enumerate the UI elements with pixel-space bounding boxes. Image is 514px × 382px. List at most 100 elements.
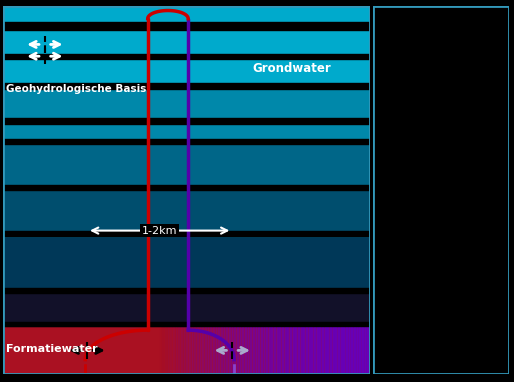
Bar	[248, 327, 251, 374]
Bar	[234, 327, 237, 374]
Bar	[330, 327, 334, 374]
Bar	[274, 327, 278, 374]
Text: Geohydrologische Basis: Geohydrologische Basis	[6, 84, 146, 94]
Bar	[3, 190, 370, 238]
Bar	[173, 327, 176, 374]
Bar	[359, 327, 363, 374]
Bar	[352, 327, 355, 374]
Bar	[3, 231, 370, 236]
Bar	[192, 327, 195, 374]
Bar	[365, 327, 368, 374]
Bar	[199, 327, 203, 374]
Bar	[3, 118, 370, 124]
Bar	[215, 327, 219, 374]
Bar	[301, 327, 304, 374]
Bar	[183, 327, 187, 374]
Bar	[285, 327, 288, 374]
Bar	[202, 327, 206, 374]
Bar	[208, 327, 211, 374]
Bar	[205, 327, 208, 374]
Bar	[210, 327, 214, 374]
Bar	[3, 327, 370, 374]
Bar	[197, 327, 200, 374]
Bar	[231, 327, 235, 374]
Text: K: K	[421, 334, 428, 344]
Bar	[271, 327, 275, 374]
Bar	[250, 327, 253, 374]
Bar	[293, 327, 296, 374]
Bar	[3, 142, 370, 190]
Bar	[349, 327, 352, 374]
Bar	[311, 327, 315, 374]
Bar	[3, 53, 370, 59]
Bar	[266, 327, 269, 374]
Bar	[277, 327, 280, 374]
Bar	[178, 327, 181, 374]
Bar	[317, 327, 320, 374]
Bar	[3, 238, 370, 293]
Bar	[3, 6, 370, 87]
Bar	[224, 327, 227, 374]
Bar	[186, 327, 190, 374]
Bar	[229, 327, 232, 374]
Bar	[176, 327, 179, 374]
Bar	[226, 327, 230, 374]
Text: Formatiewater: Formatiewater	[6, 344, 98, 354]
Bar	[346, 327, 350, 374]
Bar	[290, 327, 293, 374]
Bar	[181, 327, 185, 374]
Bar	[221, 327, 224, 374]
Bar	[3, 185, 370, 190]
Bar	[3, 87, 370, 142]
Text: 1-2km: 1-2km	[142, 226, 177, 236]
Bar	[245, 327, 248, 374]
Bar	[354, 327, 358, 374]
Bar	[258, 327, 262, 374]
Bar	[3, 83, 370, 89]
Bar	[306, 327, 309, 374]
Bar	[170, 327, 174, 374]
Bar	[3, 288, 370, 293]
Bar	[296, 327, 299, 374]
Bar	[261, 327, 264, 374]
Bar	[157, 327, 160, 374]
Text: Geothermische Gradient: Geothermische Gradient	[397, 142, 485, 238]
Bar	[338, 327, 341, 374]
Bar	[242, 327, 246, 374]
Text: Grondwater: Grondwater	[252, 62, 331, 75]
Bar	[165, 327, 168, 374]
Bar	[3, 139, 370, 144]
Bar	[320, 327, 323, 374]
Bar	[264, 327, 267, 374]
Bar	[213, 327, 216, 374]
Bar	[3, 290, 370, 327]
Bar	[255, 327, 259, 374]
Bar	[253, 327, 256, 374]
Bar	[3, 322, 370, 327]
Bar	[168, 327, 171, 374]
Bar	[162, 327, 166, 374]
Bar	[287, 327, 291, 374]
Bar	[333, 327, 336, 374]
Bar	[159, 327, 163, 374]
Bar	[314, 327, 318, 374]
Bar	[322, 327, 325, 374]
Bar	[298, 327, 302, 374]
Bar	[368, 327, 371, 374]
Bar	[362, 327, 365, 374]
Text: W: W	[473, 342, 484, 352]
Bar	[336, 327, 339, 374]
Bar	[325, 327, 328, 374]
Bar	[357, 327, 360, 374]
Bar	[280, 327, 283, 374]
Bar	[282, 327, 286, 374]
Bar	[327, 327, 331, 374]
Bar	[237, 327, 240, 374]
Bar	[3, 293, 370, 327]
Bar	[240, 327, 243, 374]
Bar	[343, 327, 347, 374]
Bar	[3, 22, 370, 30]
Bar	[269, 327, 272, 374]
Bar	[218, 327, 222, 374]
Bar	[341, 327, 344, 374]
